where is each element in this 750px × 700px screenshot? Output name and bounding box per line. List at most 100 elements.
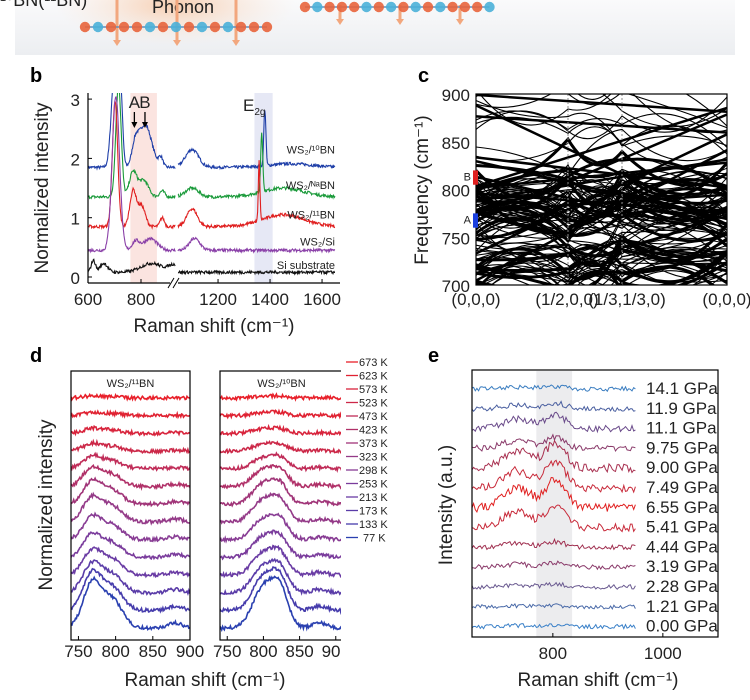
- band-line: [476, 156, 727, 189]
- subplot-title: WS₂/¹⁰BN: [257, 378, 305, 390]
- pressure-label: 11.9 GPa: [646, 399, 717, 418]
- pressure-label: 5.41 GPa: [646, 518, 718, 537]
- legend-label: 473 K: [359, 411, 388, 423]
- series-line: [472, 400, 636, 412]
- x-tick-label: 850: [139, 642, 167, 661]
- x-tick-label: 750: [213, 642, 241, 661]
- x-tick-label: 800: [101, 642, 129, 661]
- band-line: [476, 94, 727, 128]
- arrow-head-icon: [456, 19, 464, 25]
- x-tick-label: 750: [64, 642, 92, 661]
- subplot-title: WS₂/¹¹BN: [107, 378, 155, 390]
- series-line: [220, 423, 343, 438]
- legend-label: 673 K: [359, 357, 388, 369]
- band-line: [476, 136, 727, 188]
- plot-frame: [471, 369, 719, 638]
- series-line: [472, 411, 636, 434]
- series-line: [88, 93, 176, 200]
- series-line: [71, 392, 190, 402]
- series-line: [71, 531, 190, 561]
- arrow-head-icon: [173, 40, 181, 46]
- subplot-series: [220, 392, 343, 633]
- atom: [349, 1, 360, 13]
- series-group: [472, 384, 636, 630]
- pressure-label: 11.1 GPa: [646, 419, 717, 438]
- series-line: [71, 559, 190, 596]
- band-line: [476, 128, 727, 176]
- band-line: [476, 104, 727, 226]
- band-line: [476, 250, 727, 285]
- series-label: WS₂/Si: [300, 236, 335, 248]
- series-line: [177, 110, 336, 171]
- y-tick-label: 0: [71, 269, 80, 288]
- series-line: [472, 459, 636, 494]
- y-tick-label: 750: [442, 229, 470, 248]
- shaded-region: [536, 371, 573, 637]
- atom: [472, 1, 483, 13]
- band-line: [479, 246, 727, 285]
- atom: [183, 21, 195, 33]
- band-line: [476, 149, 727, 282]
- series-line: [472, 439, 636, 474]
- k-point-label: (0,0,0): [702, 290, 750, 309]
- y-tick-label: 1: [71, 210, 80, 229]
- arrow-head-icon: [396, 19, 404, 25]
- series-line: [88, 96, 176, 254]
- series-label: WS₂/¹⁰BN: [287, 145, 335, 157]
- atom: [361, 1, 372, 13]
- atom: [484, 1, 495, 13]
- series-line: [177, 269, 335, 276]
- series-label: WS₂/ᴺᵃBN: [286, 180, 335, 192]
- band-line: [476, 211, 727, 252]
- x-tick-label: 800: [539, 644, 567, 663]
- x-tick-label: 900: [176, 642, 204, 661]
- band-line: [476, 113, 727, 222]
- series-line: [177, 160, 336, 230]
- series-line: [71, 438, 190, 455]
- legend-label: 77 K: [363, 533, 386, 545]
- series-line: [220, 451, 343, 473]
- atom: [459, 1, 471, 13]
- pressure-label: 2.28 GPa: [646, 577, 718, 596]
- arrow-head-icon: [336, 19, 344, 25]
- series-line: [220, 544, 343, 579]
- atom: [92, 21, 104, 33]
- series-line: [472, 537, 636, 551]
- legend-label: 298 K: [359, 465, 388, 477]
- x-tick-label: 800: [249, 642, 277, 661]
- series-line: [220, 392, 343, 402]
- series-line: [220, 512, 343, 544]
- k-point-label: (1/3,1/3,0): [588, 290, 666, 309]
- series-line: [472, 384, 636, 393]
- annotation-a: A: [129, 93, 141, 112]
- series-line: [88, 100, 176, 231]
- x-tick-label: 1600: [303, 290, 341, 309]
- series-line: [88, 258, 176, 275]
- band-line: [476, 211, 727, 243]
- pressure-label: 14.1 GPa: [646, 379, 718, 398]
- atom: [79, 21, 91, 33]
- atom: [447, 1, 458, 13]
- atom: [324, 1, 335, 13]
- panel-b-ylabel: Normalized intensity: [32, 102, 53, 274]
- atom: [235, 21, 247, 33]
- marker-label: A: [464, 215, 472, 227]
- legend-label: 623 K: [359, 371, 388, 383]
- series-line: [71, 451, 190, 472]
- x-tick-label: 850: [285, 642, 313, 661]
- atom: [385, 1, 397, 13]
- atom: [336, 1, 348, 13]
- atom: [398, 1, 409, 13]
- series-label: WS₂/¹¹BN: [287, 210, 335, 222]
- y-tick-label: 850: [442, 134, 470, 153]
- legend-label: 523 K: [359, 398, 388, 410]
- band-line: [476, 161, 727, 190]
- series-line: [220, 575, 343, 633]
- y-tick-label: 800: [442, 182, 470, 201]
- pressure-label: 9.75 GPa: [646, 438, 718, 457]
- phonon-bands: [476, 94, 727, 285]
- pressure-label: 0.00 GPa: [646, 617, 718, 636]
- series-line: [71, 575, 190, 632]
- legend-label: 423 K: [359, 425, 388, 437]
